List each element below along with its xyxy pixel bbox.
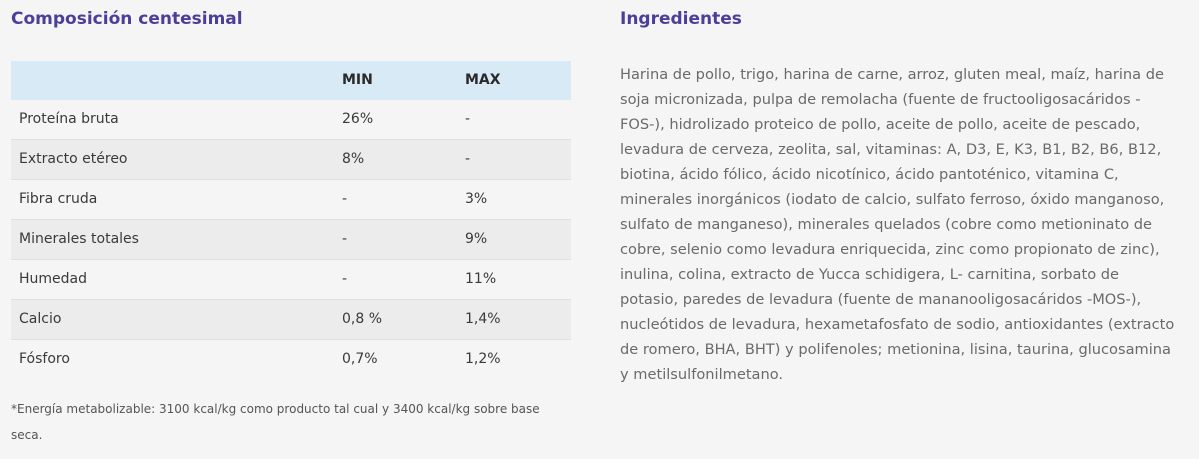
table-row: Calcio 0,8 % 1,4%	[11, 299, 571, 339]
ingredients-text: Harina de pollo, trigo, harina de carne,…	[620, 66, 1175, 383]
row-min: 26%	[342, 111, 374, 127]
row-min: 0,7%	[342, 351, 378, 367]
row-max: -	[465, 151, 471, 167]
row-name: Proteína bruta	[19, 111, 119, 127]
ingredients-title: Ingredientes	[620, 9, 742, 29]
header-min: MIN	[342, 72, 373, 88]
row-max: 11%	[465, 271, 497, 287]
row-min: -	[342, 271, 348, 287]
row-max: -	[465, 111, 471, 127]
row-max: 9%	[465, 231, 488, 247]
row-name: Fibra cruda	[19, 191, 98, 207]
energy-footnote: *Energía metabolizable: 3100 kcal/kg com…	[11, 402, 540, 442]
table-row: Minerales totales - 9%	[11, 219, 571, 259]
row-name: Minerales totales	[19, 231, 139, 247]
row-name: Humedad	[19, 271, 88, 287]
row-name: Fósforo	[19, 351, 70, 367]
table-row: Fibra cruda - 3%	[11, 179, 571, 219]
row-min: 0,8 %	[342, 311, 383, 327]
composition-title: Composición centesimal	[11, 9, 243, 29]
row-name: Extracto etéreo	[19, 151, 128, 167]
row-max: 1,2%	[465, 351, 501, 367]
row-name: Calcio	[19, 311, 62, 327]
composition-table: MIN MAX Proteína bruta 26% - Extracto et…	[11, 61, 571, 379]
row-min: 8%	[342, 151, 365, 167]
row-max: 1,4%	[465, 311, 501, 327]
row-max: 3%	[465, 191, 488, 207]
table-row: Humedad - 11%	[11, 259, 571, 299]
table-row: Extracto etéreo 8% -	[11, 139, 571, 179]
table-row: Fósforo 0,7% 1,2%	[11, 339, 571, 379]
row-min: -	[342, 231, 348, 247]
table-row: Proteína bruta 26% -	[11, 100, 571, 139]
row-min: -	[342, 191, 348, 207]
table-header-row: MIN MAX	[11, 61, 571, 100]
header-max: MAX	[465, 72, 501, 88]
